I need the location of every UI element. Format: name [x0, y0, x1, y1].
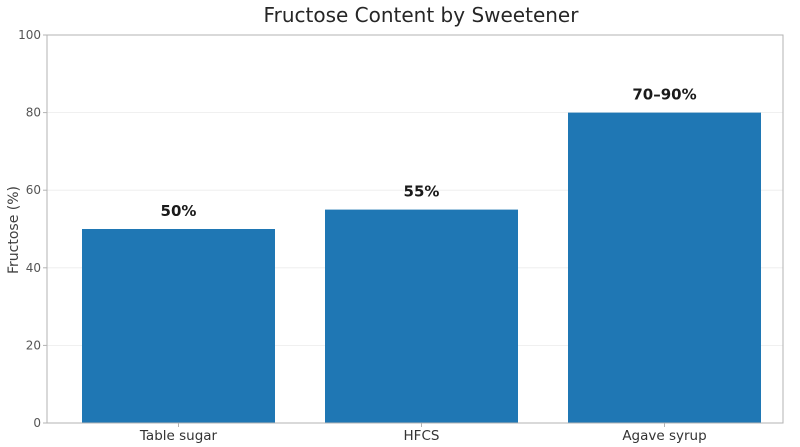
plot-frame [46, 34, 784, 424]
y-tick-label: 60 [26, 183, 41, 197]
y-tick-label: 40 [26, 261, 41, 275]
x-tick-label-agave-syrup: Agave syrup [622, 428, 706, 444]
data-label-hfcs: 55% [404, 183, 440, 201]
chart-title: Fructose Content by Sweetener [264, 3, 580, 27]
y-tick-label: 100 [18, 28, 41, 42]
y-tick-label: 20 [26, 338, 41, 352]
y-axis: 0 20 40 60 80 100 [18, 28, 47, 430]
data-labels: 50% 55% 70–90% [161, 86, 697, 220]
bar-layer [82, 112, 761, 423]
data-label-table-sugar: 50% [161, 202, 197, 220]
y-tick-label: 0 [33, 416, 41, 430]
y-tick-label: 80 [26, 106, 41, 120]
data-label-agave-syrup: 70–90% [632, 86, 696, 104]
bar-table-sugar [82, 229, 275, 423]
x-tick-label-table-sugar: Table sugar [139, 428, 218, 444]
bar-hfcs [325, 209, 518, 423]
y-axis-label: Fructose (%) [6, 186, 22, 274]
x-tick-label-hfcs: HFCS [404, 428, 440, 444]
bar-agave-syrup [568, 112, 761, 423]
x-axis: Table sugar HFCS Agave syrup [139, 423, 707, 444]
